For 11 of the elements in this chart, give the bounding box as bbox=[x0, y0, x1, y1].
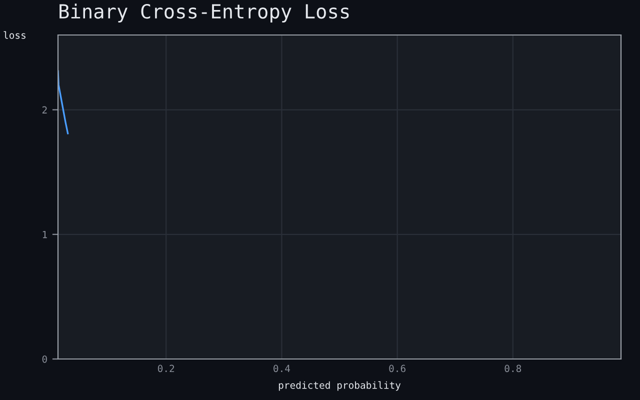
chart-title: Binary Cross-Entropy Loss bbox=[60, 4, 349, 22]
y-tick-label: 2 bbox=[42, 106, 47, 114]
x-tick-label: 0.6 bbox=[389, 364, 406, 372]
x-axis-title: predicted probability bbox=[278, 381, 401, 391]
x-tick-label: 0.4 bbox=[274, 364, 290, 372]
x-tick-label: 0.2 bbox=[158, 364, 174, 372]
line-series bbox=[58, 70, 69, 134]
y-tick-label: 1 bbox=[42, 231, 47, 238]
y-tick-label: 0 bbox=[42, 356, 47, 363]
y-axis-title: loss bbox=[4, 31, 26, 39]
x-tick-label: 0.8 bbox=[504, 364, 522, 372]
